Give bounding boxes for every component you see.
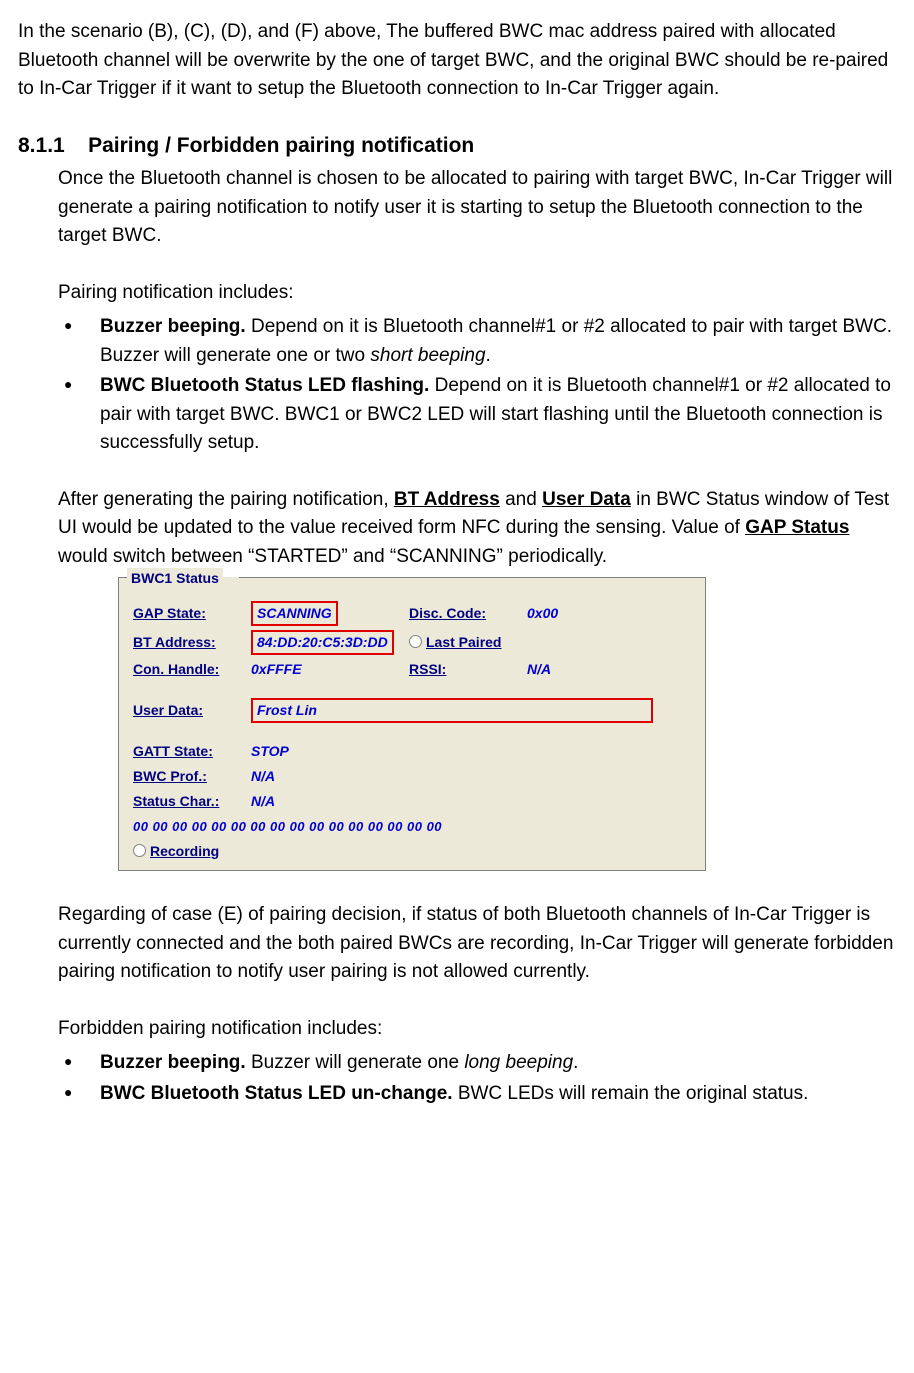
bt-address-term: BT Address xyxy=(394,489,500,510)
radio-recording[interactable] xyxy=(133,844,146,857)
label-disc-code: Disc. Code: xyxy=(409,605,486,621)
label-bwc-prof: BWC Prof.: xyxy=(133,768,207,784)
bullet-bold: BWC Bluetooth Status LED flashing. xyxy=(100,375,429,396)
hex-row: 00 00 00 00 00 00 00 00 00 00 00 00 00 0… xyxy=(133,819,442,834)
forbidden-includes-lead: Forbidden pairing notification includes: xyxy=(58,1015,904,1044)
section-number: 8.1.1 xyxy=(18,134,65,157)
bullet-bold: Buzzer beeping. xyxy=(100,316,246,337)
bullet-text: Buzzer will generate one xyxy=(246,1052,465,1073)
paragraph-3: After generating the pairing notificatio… xyxy=(58,486,904,572)
value-gatt-state: STOP xyxy=(251,743,289,759)
value-bwc-prof: N/A xyxy=(251,768,275,784)
value-rssi: N/A xyxy=(527,661,551,677)
user-data-term: User Data xyxy=(542,489,631,510)
value-disc-code: 0x00 xyxy=(527,605,558,621)
intro-paragraph: In the scenario (B), (C), (D), and (F) a… xyxy=(18,18,904,104)
p3-d: would switch between “STARTED” and “SCAN… xyxy=(58,546,607,567)
label-gap-state: GAP State: xyxy=(133,605,206,621)
value-gap-state: SCANNING xyxy=(251,601,338,626)
bullet-text-end: . xyxy=(573,1052,578,1073)
bullet-italic: long beeping xyxy=(464,1052,573,1073)
pairing-includes-lead: Pairing notification includes: xyxy=(58,279,904,308)
value-status-char: N/A xyxy=(251,793,275,809)
value-con-handle: 0xFFFE xyxy=(251,661,302,677)
list-item: Buzzer beeping. Depend on it is Bluetoot… xyxy=(58,313,904,370)
label-last-paired: Last Paired xyxy=(426,634,501,650)
bullet-text: BWC LEDs will remain the original status… xyxy=(453,1083,809,1104)
p3-a: After generating the pairing notificatio… xyxy=(58,489,394,510)
value-user-data: Frost Lin xyxy=(251,698,653,723)
label-rssi: RSSI: xyxy=(409,661,446,677)
label-bt-address: BT Address: xyxy=(133,634,216,650)
bullet-bold: Buzzer beeping. xyxy=(100,1052,246,1073)
p3-b: and xyxy=(500,489,542,510)
label-user-data: User Data: xyxy=(133,702,203,718)
label-recording: Recording xyxy=(150,843,219,859)
bullet-text-end: . xyxy=(486,345,491,366)
section-title: Pairing / Forbidden pairing notification xyxy=(88,134,474,157)
label-status-char: Status Char.: xyxy=(133,793,219,809)
pairing-bullet-list: Buzzer beeping. Depend on it is Bluetoot… xyxy=(58,313,904,458)
list-item: BWC Bluetooth Status LED un-change. BWC … xyxy=(58,1080,904,1109)
forbidden-bullet-list: Buzzer beeping. Buzzer will generate one… xyxy=(58,1049,904,1108)
status-table: GAP State: SCANNING Disc. Code: 0x00 BT … xyxy=(129,599,695,864)
list-item: BWC Bluetooth Status LED flashing. Depen… xyxy=(58,372,904,458)
value-bt-address: 84:DD:20:C5:3D:DD xyxy=(251,630,394,655)
paragraph-4: Regarding of case (E) of pairing decisio… xyxy=(58,901,904,987)
list-item: Buzzer beeping. Buzzer will generate one… xyxy=(58,1049,904,1078)
section-heading: 8.1.1 Pairing / Forbidden pairing notifi… xyxy=(18,130,904,162)
bullet-italic: short beeping xyxy=(370,345,485,366)
paragraph-1: Once the Bluetooth channel is chosen to … xyxy=(58,165,904,251)
label-gatt-state: GATT State: xyxy=(133,743,213,759)
panel-title: BWC1 Status xyxy=(127,568,223,589)
gap-status-term: GAP Status xyxy=(745,517,849,538)
bwc1-status-panel: BWC1 Status GAP State: SCANNING Disc. Co… xyxy=(118,577,706,871)
bullet-bold: BWC Bluetooth Status LED un-change. xyxy=(100,1083,453,1104)
radio-last-paired[interactable] xyxy=(409,635,422,648)
label-con-handle: Con. Handle: xyxy=(133,661,219,677)
